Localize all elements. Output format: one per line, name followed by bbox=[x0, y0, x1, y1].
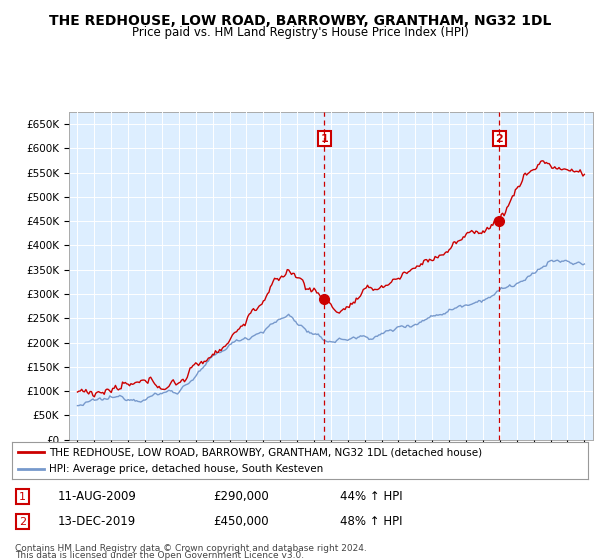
Text: 13-DEC-2019: 13-DEC-2019 bbox=[58, 515, 136, 528]
Text: Price paid vs. HM Land Registry's House Price Index (HPI): Price paid vs. HM Land Registry's House … bbox=[131, 26, 469, 39]
Text: 44% ↑ HPI: 44% ↑ HPI bbox=[340, 490, 403, 503]
Text: Contains HM Land Registry data © Crown copyright and database right 2024.: Contains HM Land Registry data © Crown c… bbox=[15, 544, 367, 553]
Text: 2: 2 bbox=[19, 517, 26, 526]
Text: THE REDHOUSE, LOW ROAD, BARROWBY, GRANTHAM, NG32 1DL (detached house): THE REDHOUSE, LOW ROAD, BARROWBY, GRANTH… bbox=[49, 447, 482, 457]
Text: THE REDHOUSE, LOW ROAD, BARROWBY, GRANTHAM, NG32 1DL: THE REDHOUSE, LOW ROAD, BARROWBY, GRANTH… bbox=[49, 14, 551, 28]
Text: 1: 1 bbox=[19, 492, 26, 502]
Text: 48% ↑ HPI: 48% ↑ HPI bbox=[340, 515, 403, 528]
Text: 2: 2 bbox=[496, 134, 503, 144]
Text: 11-AUG-2009: 11-AUG-2009 bbox=[58, 490, 137, 503]
Text: HPI: Average price, detached house, South Kesteven: HPI: Average price, detached house, Sout… bbox=[49, 464, 323, 474]
Text: This data is licensed under the Open Government Licence v3.0.: This data is licensed under the Open Gov… bbox=[15, 551, 304, 560]
Text: £450,000: £450,000 bbox=[214, 515, 269, 528]
Text: £290,000: £290,000 bbox=[214, 490, 269, 503]
Text: 1: 1 bbox=[320, 134, 328, 144]
